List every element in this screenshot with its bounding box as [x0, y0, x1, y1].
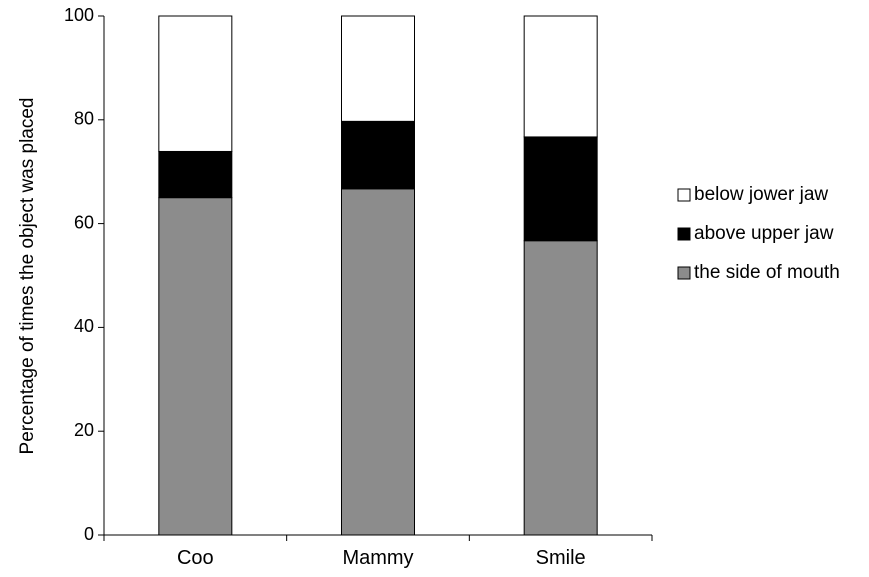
y-tick-label: 20 — [74, 420, 94, 440]
y-tick-label: 100 — [64, 5, 94, 25]
y-axis-title: Percentage of times the object was place… — [17, 98, 38, 455]
bar-segment-below-jower-jaw — [342, 16, 415, 121]
x-category-label: Smile — [536, 547, 586, 569]
y-tick-label: 60 — [74, 212, 94, 232]
legend-swatch — [678, 189, 690, 201]
bars — [159, 16, 597, 535]
bar-segment-above-upper-jaw — [524, 137, 597, 241]
bar-segment-the-side-of-mouth — [524, 241, 597, 535]
y-tick-label: 0 — [84, 524, 94, 544]
y-ticks: 0 20 40 60 80 100 — [64, 5, 104, 544]
y-tick-label: 80 — [74, 109, 94, 129]
bar-segment-above-upper-jaw — [159, 151, 232, 197]
bar-segment-above-upper-jaw — [342, 121, 415, 188]
bar-segment-below-jower-jaw — [159, 16, 232, 151]
x-labels: Coo Mammy Smile — [104, 535, 652, 569]
x-category-label: Coo — [177, 547, 214, 569]
bar-segment-below-jower-jaw — [524, 16, 597, 137]
legend: below jower jaw above upper jaw the side o… — [678, 184, 840, 283]
legend-label: the side of mouth — [694, 262, 840, 283]
y-tick-label: 40 — [74, 316, 94, 336]
legend-swatch — [678, 267, 690, 279]
x-category-label: Mammy — [342, 547, 413, 569]
bar-segment-the-side-of-mouth — [159, 198, 232, 535]
legend-label: below jower jaw — [694, 184, 828, 205]
legend-swatch — [678, 228, 690, 240]
legend-label: above upper jaw — [694, 223, 834, 244]
bar-segment-the-side-of-mouth — [342, 189, 415, 535]
y-axis-title-group: Percentage of times the object was place… — [17, 98, 38, 455]
